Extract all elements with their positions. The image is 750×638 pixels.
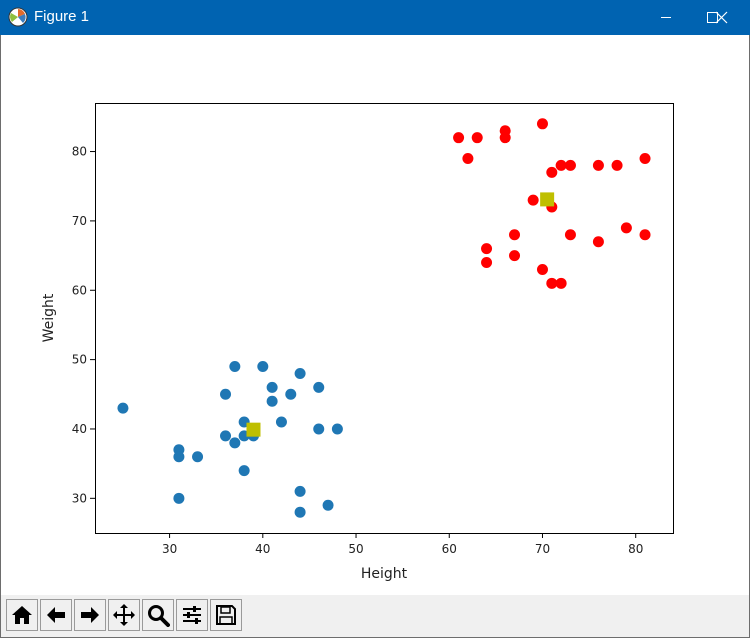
window-title: Figure 1 <box>34 8 90 25</box>
title-bar[interactable]: Figure 1 <box>0 0 750 35</box>
scatter-point <box>564 229 576 241</box>
scatter-point <box>266 395 278 407</box>
scatter-point <box>285 388 297 400</box>
scatter-point <box>592 236 604 248</box>
y-tick-label: 50 <box>72 353 87 367</box>
scatter-point <box>499 132 511 144</box>
y-tick-label: 40 <box>72 422 87 436</box>
scatter-point <box>639 229 651 241</box>
x-axis-label: Height <box>361 566 408 582</box>
scatter-chart: 30 40 50 60 70 80 30 40 50 60 70 80 Height Weight <box>41 103 674 582</box>
scatter-point <box>229 437 241 449</box>
scatter-point <box>639 152 651 164</box>
scatter-point <box>536 263 548 275</box>
zoom-button[interactable] <box>142 599 174 631</box>
home-icon <box>12 606 32 624</box>
y-tick-label: 80 <box>72 145 87 159</box>
y-tick-label: 60 <box>72 283 87 297</box>
y-tick-label: 70 <box>72 214 87 228</box>
maximize-button[interactable] <box>689 0 735 35</box>
centroid-square-marker <box>246 422 261 437</box>
scatter-point <box>173 451 185 463</box>
close-button[interactable] <box>704 0 750 35</box>
save-button[interactable] <box>210 599 242 631</box>
back-arrow-icon <box>47 607 65 623</box>
scatter-point <box>117 402 129 414</box>
scatter-point <box>294 485 306 497</box>
back-button[interactable] <box>40 599 72 631</box>
close-icon <box>715 11 728 24</box>
configure-subplots-icon <box>183 606 201 624</box>
figure-canvas[interactable]: 30 40 50 60 70 80 30 40 50 60 70 80 Height Weight <box>1 35 749 595</box>
minimize-icon <box>661 17 671 18</box>
y-axis-ticks: 30 40 50 60 70 80 <box>72 145 95 505</box>
scatter-point <box>453 132 465 144</box>
scatter-point <box>555 277 567 289</box>
zoom-icon <box>148 605 170 627</box>
forward-arrow-icon <box>81 607 99 623</box>
scatter-point <box>462 152 474 164</box>
scatter-point <box>564 159 576 171</box>
scatter-point <box>257 361 269 373</box>
scatter-point <box>294 367 306 379</box>
forward-button[interactable] <box>74 599 106 631</box>
scatter-point <box>592 159 604 171</box>
x-tick-label: 70 <box>535 542 550 556</box>
scatter-point <box>220 430 232 442</box>
scatter-point <box>555 159 567 171</box>
pan-button[interactable] <box>108 599 140 631</box>
scatter-point <box>275 416 287 428</box>
scatter-point <box>481 243 493 255</box>
maximize-icon <box>707 12 718 23</box>
scatter-point <box>313 423 325 435</box>
scatter-point <box>229 361 241 373</box>
y-axis-label: Weight <box>41 293 57 342</box>
scatter-point <box>471 132 483 144</box>
scatter-point <box>536 118 548 130</box>
scatter-point <box>331 423 343 435</box>
scatter-point <box>620 222 632 234</box>
x-tick-label: 50 <box>348 542 363 556</box>
scatter-point <box>527 194 539 206</box>
axes-frame <box>95 103 674 534</box>
x-axis-ticks: 30 40 50 60 70 80 <box>162 533 643 556</box>
scatter-point <box>611 159 623 171</box>
scatter-point <box>294 506 306 518</box>
scatter-point <box>509 229 521 241</box>
home-button[interactable] <box>6 599 38 631</box>
centroid-square-marker <box>540 192 555 207</box>
scatter-point <box>313 381 325 393</box>
navigation-toolbar <box>1 595 749 637</box>
save-icon <box>216 605 236 625</box>
x-tick-label: 60 <box>442 542 457 556</box>
minimize-button[interactable] <box>643 0 689 35</box>
scatter-point <box>192 451 204 463</box>
window-left-border <box>0 35 1 638</box>
scatter-point <box>220 388 232 400</box>
scatter-point <box>266 381 278 393</box>
x-tick-label: 80 <box>628 542 643 556</box>
scatter-point <box>509 250 521 262</box>
scatter-point <box>322 499 334 511</box>
x-tick-label: 30 <box>162 542 177 556</box>
scatter-point <box>481 257 493 269</box>
y-tick-label: 30 <box>72 491 87 505</box>
scatter-point <box>546 277 558 289</box>
scatter-point <box>238 465 250 477</box>
scatter-point <box>546 166 558 178</box>
data-marks <box>117 118 651 518</box>
x-tick-label: 40 <box>255 542 270 556</box>
scatter-point <box>173 492 185 504</box>
matplotlib-app-icon <box>8 7 28 27</box>
pan-icon <box>113 604 135 626</box>
configure-subplots-button[interactable] <box>176 599 208 631</box>
